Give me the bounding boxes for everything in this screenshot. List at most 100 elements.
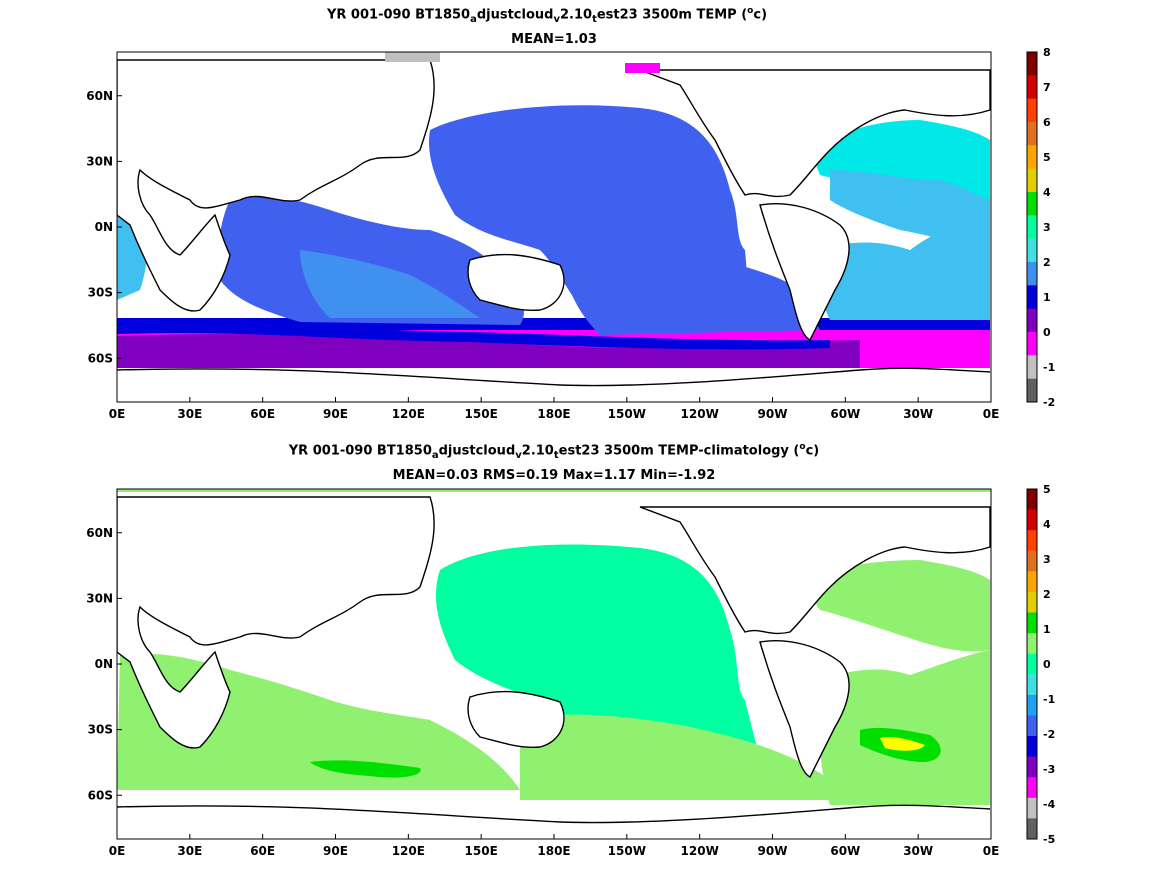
x-tick-label: 0E bbox=[983, 407, 1000, 421]
x-tick-label: 120E bbox=[392, 407, 425, 421]
colorbar-swatch bbox=[1027, 550, 1037, 572]
colorbar-tick-label: 2 bbox=[1043, 588, 1051, 601]
y-tick-label: 30N bbox=[86, 154, 113, 168]
colorbar-layer: 8 7 6 5 4 3 2 1 0 -1 -2 5 4 3 2 1 0 -1 -2 -3 -4 -5 bbox=[1026, 46, 1056, 846]
colorbar-swatch bbox=[1027, 355, 1037, 380]
colorbar-swatch bbox=[1027, 674, 1037, 696]
colorbar-frame bbox=[1026, 488, 1038, 840]
colorbar-swatch bbox=[1027, 736, 1037, 758]
colorbar-swatch bbox=[1027, 378, 1037, 403]
colorbar-swatch bbox=[1027, 332, 1037, 356]
colorbar-swatch bbox=[1027, 777, 1037, 799]
colorbar-swatch bbox=[1027, 285, 1037, 310]
x-tick-label: 120E bbox=[392, 844, 425, 858]
colorbar-swatch bbox=[1027, 591, 1037, 614]
colorbar-swatch bbox=[1027, 571, 1037, 593]
colorbar-swatch bbox=[1027, 694, 1037, 716]
y-tick-label: 30S bbox=[88, 286, 113, 300]
colorbar-tick-label: -2 bbox=[1043, 396, 1055, 409]
x-tick-label: 0E bbox=[983, 844, 1000, 858]
colorbar-tick-label: -3 bbox=[1043, 763, 1055, 776]
x-tick-label: 150W bbox=[608, 407, 646, 421]
axes-layer: 0E 30E 60E 90E 120E 150E 180E 150W 120W 90W 60W 30W… bbox=[86, 89, 999, 858]
top-subtitle: MEAN=1.03 bbox=[511, 32, 597, 47]
colorbar-tick-label: 0 bbox=[1043, 658, 1051, 671]
y-tick-label: 30S bbox=[88, 723, 113, 737]
colorbar-tick-label: 4 bbox=[1043, 518, 1051, 531]
x-tick-label: 0E bbox=[109, 844, 126, 858]
colorbar-swatch bbox=[1027, 75, 1037, 100]
colorbar-tick-label: 0 bbox=[1043, 326, 1051, 339]
colorbar-tick-label: -1 bbox=[1043, 693, 1055, 706]
colorbar-tick-label: 5 bbox=[1043, 483, 1051, 496]
x-tick-label: 150W bbox=[608, 844, 646, 858]
y-tick-label: 60N bbox=[86, 89, 113, 103]
colorbar-tick-label: 5 bbox=[1043, 151, 1051, 164]
colorbar-tick-label: 6 bbox=[1043, 116, 1051, 129]
colorbar-tick-label: -1 bbox=[1043, 361, 1055, 374]
x-tick-label: 90E bbox=[323, 407, 348, 421]
colorbar-swatch bbox=[1027, 308, 1037, 333]
x-tick-label: 90W bbox=[758, 844, 788, 858]
y-tick-label: 0N bbox=[95, 657, 113, 671]
colorbar-swatch bbox=[1027, 612, 1037, 634]
x-tick-label: 30E bbox=[177, 407, 202, 421]
x-tick-label: 120W bbox=[681, 844, 719, 858]
colorbar-swatch bbox=[1027, 122, 1037, 146]
colorbar-swatch bbox=[1027, 530, 1037, 552]
colorbar-swatch bbox=[1027, 192, 1037, 216]
colorbar-tick-label: 2 bbox=[1043, 256, 1051, 269]
colorbar-swatch bbox=[1027, 215, 1037, 240]
x-tick-label: 60W bbox=[830, 407, 860, 421]
colorbar-swatch bbox=[1027, 818, 1037, 840]
x-tick-label: 90W bbox=[758, 407, 788, 421]
y-tick-label: 0N bbox=[95, 220, 113, 234]
colorbar-tick-label: 7 bbox=[1043, 81, 1051, 94]
colorbar-swatch bbox=[1027, 509, 1037, 531]
colorbar-tick-label: 1 bbox=[1043, 291, 1051, 304]
x-tick-label: 0E bbox=[109, 407, 126, 421]
x-tick-label: 180E bbox=[537, 844, 570, 858]
colorbar-swatch bbox=[1027, 98, 1037, 123]
colorbar-swatch bbox=[1027, 715, 1037, 737]
x-tick-label: 30W bbox=[903, 407, 933, 421]
x-tick-label: 30W bbox=[903, 844, 933, 858]
x-tick-label: 150E bbox=[465, 407, 498, 421]
colorbar-swatch bbox=[1027, 262, 1037, 286]
y-tick-label: 30N bbox=[86, 591, 113, 605]
x-tick-label: 120W bbox=[681, 407, 719, 421]
colorbar-tick-label: -2 bbox=[1043, 728, 1055, 741]
colorbar-swatch bbox=[1027, 653, 1037, 675]
colorbar-tick-label: 1 bbox=[1043, 623, 1051, 636]
colorbar-tick-label: 3 bbox=[1043, 553, 1051, 566]
x-tick-label: 90E bbox=[323, 844, 348, 858]
colorbar-swatch bbox=[1027, 238, 1037, 263]
colorbar-tick-label: -4 bbox=[1043, 798, 1056, 811]
colorbar-swatch bbox=[1027, 797, 1037, 819]
y-tick-label: 60S bbox=[88, 351, 113, 365]
x-tick-label: 30E bbox=[177, 844, 202, 858]
y-tick-label: 60S bbox=[88, 788, 113, 802]
y-tick-label: 60N bbox=[86, 526, 113, 540]
top-title: YR 001-090 BT1850adjustcloudv2.10test23 … bbox=[326, 6, 768, 25]
x-tick-label: 60E bbox=[250, 844, 275, 858]
colorbar-tick-label: 3 bbox=[1043, 221, 1051, 234]
colorbar-swatch bbox=[1027, 756, 1037, 778]
bottom-subtitle: MEAN=0.03 RMS=0.19 Max=1.17 Min=-1.92 bbox=[392, 468, 716, 483]
colorbar-swatch bbox=[1027, 489, 1037, 511]
colorbar-swatch bbox=[1027, 145, 1037, 170]
colorbar-tick-label: -5 bbox=[1043, 833, 1055, 846]
colorbar-swatch bbox=[1027, 168, 1037, 193]
colorbar-frame bbox=[1026, 51, 1038, 403]
x-tick-label: 180E bbox=[537, 407, 570, 421]
colorbar-tick-label: 8 bbox=[1043, 46, 1051, 59]
x-tick-label: 60W bbox=[830, 844, 860, 858]
bottom-title: YR 001-090 BT1850adjustcloudv2.10test23 … bbox=[288, 442, 820, 461]
top-map bbox=[117, 52, 991, 402]
bottom-map bbox=[117, 489, 991, 839]
x-tick-label: 60E bbox=[250, 407, 275, 421]
colorbar-swatch bbox=[1027, 633, 1037, 655]
colorbar-swatch bbox=[1027, 52, 1037, 76]
colorbar-tick-label: 4 bbox=[1043, 186, 1051, 199]
